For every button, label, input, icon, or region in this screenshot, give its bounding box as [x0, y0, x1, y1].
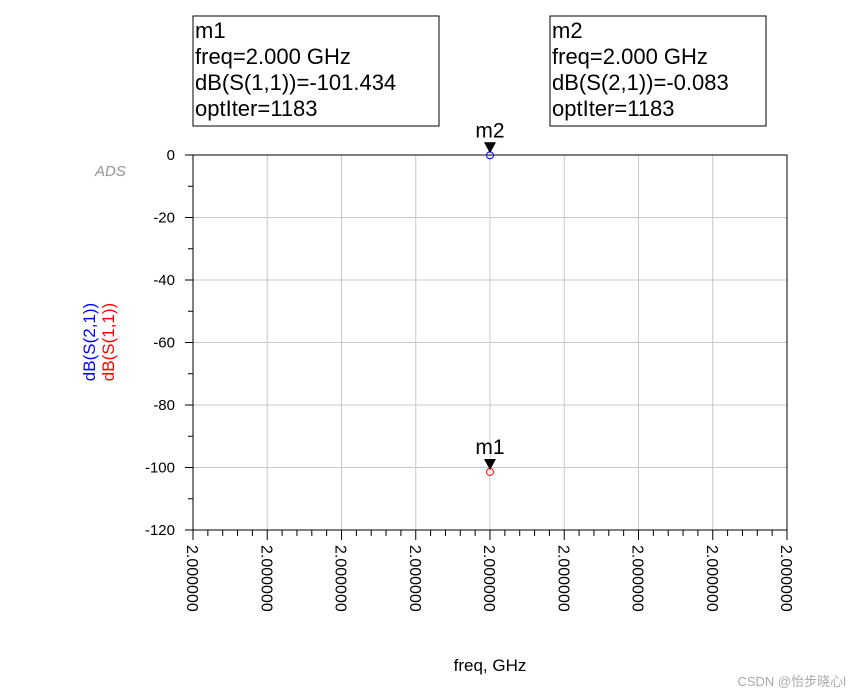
marker-box: [549, 15, 767, 127]
y-tick-label: -100: [145, 460, 175, 477]
logo: ADS: [94, 163, 126, 180]
x-tick-label: 2.000000: [629, 545, 646, 612]
y-tick-label: -20: [153, 210, 175, 227]
y-tick-label: -120: [145, 522, 175, 539]
x-tick-label: 2.000000: [554, 545, 571, 612]
y-tick-label: -80: [153, 397, 175, 414]
legend-label: dB(S(2,1)): [80, 303, 99, 381]
marker-triangle: [484, 458, 496, 470]
marker-readout: freq=2.000 GHz: [552, 44, 708, 69]
y-tick-label: 0: [167, 147, 175, 164]
x-tick-label: 2.000000: [703, 545, 720, 612]
marker-readout: m1: [195, 18, 226, 43]
marker-triangle: [484, 142, 496, 154]
marker-readout: optIter=1183: [195, 96, 318, 121]
plot-frame: [192, 154, 788, 531]
watermark: CSDN @怡步晓心l: [737, 674, 846, 689]
x-tick-label: 2.000000: [257, 545, 274, 612]
marker-readout: dB(S(2,1))=-0.083: [552, 70, 729, 95]
marker-readout: m2: [552, 18, 583, 43]
x-tick-label: 2.000000: [332, 545, 349, 612]
marker-box: [192, 15, 440, 127]
marker-name: m1: [475, 436, 504, 459]
marker-readout: optIter=1183: [552, 96, 675, 121]
y-tick-label: -40: [153, 272, 175, 289]
x-tick-label: 2.000000: [406, 545, 423, 612]
x-tick-label: 2.000000: [480, 545, 497, 612]
x-tick-label: 2.000000: [777, 545, 794, 612]
x-tick-label: 2.000000: [183, 545, 200, 612]
marker-readout: dB(S(1,1))=-101.434: [195, 70, 396, 95]
legend-label: dB(S(1,1)): [99, 303, 118, 381]
y-tick-label: -60: [153, 335, 175, 352]
marker-name: m2: [475, 119, 504, 142]
x-axis-label: freq, GHz: [454, 656, 527, 675]
marker-readout: freq=2.000 GHz: [195, 44, 351, 69]
